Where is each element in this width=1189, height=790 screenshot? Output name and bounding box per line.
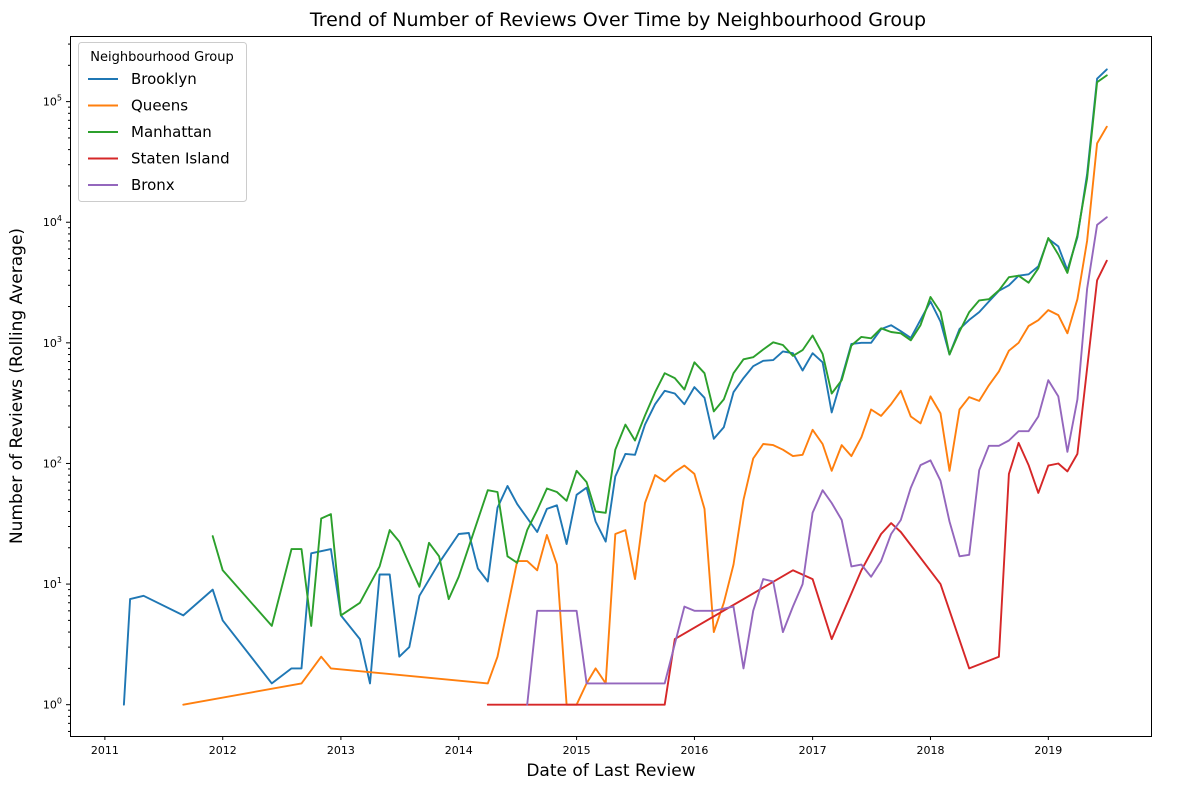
x-tick-label: 2018 (916, 744, 944, 757)
series-line-staten-island (486, 259, 1108, 706)
legend-box (78, 42, 247, 202)
x-axis-title: Date of Last Review (526, 761, 695, 781)
x-tick-label: 2017 (799, 744, 827, 757)
legend-items: Brooklyn Queens Manhattan Staten Island Bron… (88, 70, 230, 194)
y-tick-label: 104 (43, 214, 62, 229)
y-tick-label: 105 (43, 94, 62, 109)
chart-title: Trend of Number of Reviews Over Time by … (309, 9, 926, 31)
legend-label-brooklyn: Brooklyn (131, 70, 197, 88)
series-line-bronx (526, 216, 1108, 706)
y-tick-label: 103 (43, 335, 62, 350)
y-tick-label: 101 (43, 576, 62, 591)
x-axis: 2011 2012 2013 2014 2015 2016 2017 2018 2019 (91, 736, 1062, 757)
plot-frame (70, 36, 1152, 737)
x-tick-label: 2013 (327, 744, 355, 757)
y-tick-label: 102 (43, 455, 62, 470)
series-line-brooklyn (122, 68, 1108, 706)
y-tick-exponent: 3 (57, 335, 62, 344)
x-tick-label: 2019 (1034, 744, 1062, 757)
y-tick-base: 10 (43, 216, 57, 229)
series-line-manhattan (211, 74, 1108, 627)
y-tick-exponent: 2 (57, 455, 62, 464)
plot-area (70, 36, 1152, 737)
series-layer (122, 68, 1108, 706)
x-tick-label: 2012 (209, 744, 237, 757)
legend: Neighbourhood Group Brooklyn Queens Manhat… (78, 42, 247, 202)
y-tick-label: 100 (43, 697, 62, 712)
x-tick-label: 2014 (445, 744, 473, 757)
y-tick-exponent: 5 (57, 94, 62, 103)
y-tick-base: 10 (43, 337, 57, 350)
y-tick-base: 10 (43, 699, 57, 712)
y-axis-title: Number of Reviews (Rolling Average) (7, 228, 27, 544)
x-tick-label: 2016 (680, 744, 708, 757)
y-tick-base: 10 (43, 96, 57, 109)
y-tick-base: 10 (43, 457, 57, 470)
legend-label-queens: Queens (131, 97, 188, 115)
y-tick-exponent: 4 (57, 214, 62, 223)
y-tick-exponent: 1 (57, 576, 62, 585)
legend-label-staten-island: Staten Island (131, 150, 230, 168)
legend-label-manhattan: Manhattan (131, 123, 212, 141)
legend-label-bronx: Bronx (131, 176, 175, 194)
y-tick-base: 10 (43, 578, 57, 591)
x-tick-label: 2011 (91, 744, 119, 757)
y-tick-exponent: 0 (57, 697, 62, 706)
legend-title: Neighbourhood Group (90, 50, 234, 65)
x-tick-label: 2015 (563, 744, 591, 757)
